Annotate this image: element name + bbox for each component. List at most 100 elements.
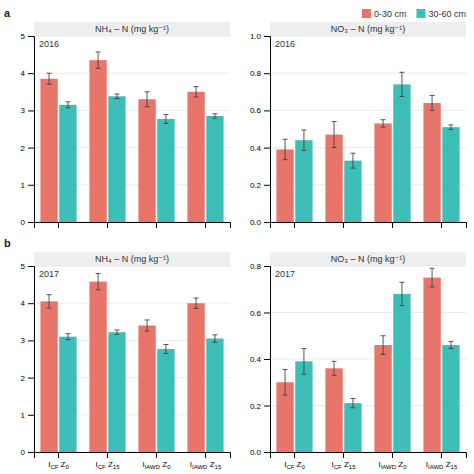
axis-line bbox=[28, 267, 35, 453]
tick-mark bbox=[264, 36, 270, 37]
bar bbox=[374, 345, 391, 452]
tick: 3 bbox=[21, 106, 34, 115]
tick-label-subscript: 15 bbox=[349, 464, 356, 470]
tick-mark bbox=[28, 148, 34, 149]
y-axis: 012345 bbox=[21, 262, 35, 457]
tick-label: ICF Z0 bbox=[48, 460, 69, 470]
grid bbox=[270, 36, 466, 222]
axis-line bbox=[264, 37, 271, 223]
bar bbox=[344, 161, 361, 222]
bar bbox=[206, 116, 223, 222]
tick-mark bbox=[28, 378, 34, 379]
tick: 3 bbox=[21, 336, 34, 345]
tick-label: IIAWD Z15 bbox=[426, 460, 458, 470]
marks bbox=[276, 72, 459, 222]
panel-label: b bbox=[4, 237, 11, 249]
tick-label: IIAWD Z0 bbox=[378, 460, 407, 470]
series bbox=[59, 332, 223, 452]
grid bbox=[270, 266, 466, 452]
tick-label-subscript: 0 bbox=[66, 464, 70, 470]
tick-mark bbox=[441, 222, 442, 228]
error-bar bbox=[332, 361, 337, 375]
tick-label-subscript: 15 bbox=[215, 464, 222, 470]
error-bar bbox=[47, 295, 52, 308]
tick-label: 1.0 bbox=[250, 32, 262, 41]
error-bars bbox=[47, 52, 199, 107]
year-label: 2016 bbox=[39, 39, 59, 49]
tick-mark bbox=[264, 359, 270, 360]
error-bar bbox=[283, 369, 288, 395]
tick-mark bbox=[58, 452, 59, 458]
tick: 1 bbox=[21, 411, 34, 420]
error-bar bbox=[301, 349, 306, 375]
error-bar bbox=[381, 120, 386, 127]
tick: IIAWD Z15 bbox=[190, 452, 222, 470]
year-label: 2017 bbox=[39, 269, 59, 279]
tick bbox=[205, 222, 206, 228]
tick-mark bbox=[264, 266, 270, 267]
series bbox=[295, 294, 459, 452]
legend-item: 30-60 cm bbox=[416, 9, 466, 19]
tick-mark bbox=[264, 222, 270, 223]
tick: 0.0 bbox=[250, 218, 270, 227]
series bbox=[40, 60, 204, 222]
tick-label-subscript: 15 bbox=[451, 464, 458, 470]
figure: NH₄ – N (mg kg⁻¹)0123452016aNO₃ – N (mg … bbox=[0, 0, 474, 474]
error-bar bbox=[381, 336, 386, 355]
tick-label: 5 bbox=[21, 32, 26, 41]
error-bar bbox=[350, 153, 355, 168]
series bbox=[276, 103, 440, 222]
tick-mark bbox=[441, 452, 442, 458]
tick-mark bbox=[28, 36, 34, 37]
axis-line bbox=[35, 453, 231, 459]
tick: ICF Z15 bbox=[95, 452, 120, 470]
tick-mark bbox=[264, 452, 270, 453]
tick: 0.2 bbox=[250, 181, 270, 190]
panel: 012345ICF Z0ICF Z15IIAWD Z0IIAWD Z152017 bbox=[21, 262, 231, 470]
series bbox=[276, 278, 440, 452]
tick bbox=[107, 222, 108, 228]
tick-label: 4 bbox=[21, 299, 26, 308]
error-bar bbox=[96, 52, 101, 68]
tick-mark bbox=[107, 222, 108, 228]
tick-label: ICF Z15 bbox=[331, 460, 356, 470]
bar bbox=[40, 301, 57, 452]
tick: 4 bbox=[21, 69, 34, 78]
bar bbox=[393, 84, 410, 222]
tick-label: 0 bbox=[21, 448, 26, 457]
tick-label: 0 bbox=[21, 218, 26, 227]
title-strip bbox=[34, 252, 230, 266]
tick: 0.4 bbox=[250, 355, 270, 364]
tick-label-subscript: 0 bbox=[302, 464, 306, 470]
tick-label: ICF Z15 bbox=[95, 460, 120, 470]
tick-label: 0.2 bbox=[250, 181, 262, 190]
tick-mark bbox=[264, 185, 270, 186]
panel-title: NO₃ – N (mg kg⁻¹) bbox=[331, 24, 405, 34]
error-bar bbox=[145, 92, 150, 107]
tick-mark bbox=[205, 222, 206, 228]
error-bars bbox=[65, 330, 217, 353]
tick: 0 bbox=[21, 448, 34, 457]
error-bars bbox=[47, 273, 199, 331]
axis-line bbox=[264, 267, 271, 453]
tick-mark bbox=[294, 452, 295, 458]
error-bar bbox=[430, 96, 435, 111]
tick-label: 0.6 bbox=[250, 106, 262, 115]
error-bar bbox=[65, 334, 70, 340]
tick: 1 bbox=[21, 181, 34, 190]
y-axis: 0.00.20.40.60.8 bbox=[250, 262, 271, 457]
error-bar bbox=[283, 139, 288, 159]
bar bbox=[295, 140, 312, 222]
axis-line bbox=[271, 453, 467, 459]
marks bbox=[40, 273, 223, 452]
legend-swatch bbox=[362, 9, 371, 18]
error-bar bbox=[145, 320, 150, 331]
error-bar bbox=[448, 125, 453, 129]
bar bbox=[442, 127, 459, 222]
tick-label: ICF Z0 bbox=[284, 460, 305, 470]
tick: 2 bbox=[21, 144, 34, 153]
title-strip bbox=[270, 22, 466, 36]
error-bar bbox=[212, 114, 217, 118]
y-axis: 0.00.20.40.60.81.0 bbox=[250, 32, 271, 227]
error-bars bbox=[283, 96, 435, 160]
